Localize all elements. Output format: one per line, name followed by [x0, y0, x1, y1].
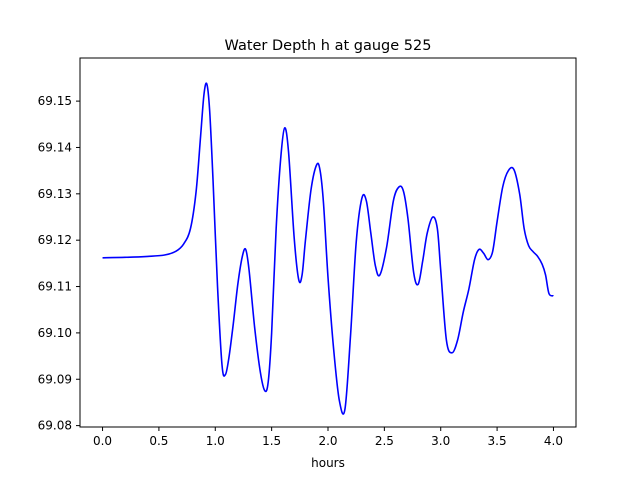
chart-title: Water Depth h at gauge 525: [225, 38, 432, 54]
y-tick-label: 69.10: [38, 326, 72, 340]
y-tick-label: 69.14: [38, 140, 72, 154]
y-tick-label: 69.12: [38, 233, 72, 247]
y-axis: 69.08 69.09 69.10 69.11 69.12 69.13 69.14 69.15: [38, 94, 80, 433]
y-tick-label: 69.11: [38, 280, 72, 294]
series-layer: [102, 82, 554, 415]
y-tick-label: 69.15: [38, 94, 72, 108]
x-axis: 0.0 0.5 1.0 1.5 2.0 2.5 3.0 3.5 4.0: [93, 427, 563, 448]
y-tick-label: 69.13: [38, 187, 72, 201]
y-tick-label: 69.09: [38, 372, 72, 386]
x-tick-label: 3.0: [431, 434, 450, 448]
x-tick-label: 2.5: [375, 434, 394, 448]
series-line-0: [102, 82, 554, 415]
plot-area: 0.0 0.5 1.0 1.5 2.0 2.5 3.0 3.5 4.0 69.0869.0969…: [38, 57, 577, 448]
y-tick-label: 69.08: [38, 419, 72, 433]
x-tick-label: 2.0: [318, 434, 337, 448]
x-tick-label: 0.5: [149, 434, 168, 448]
x-axis-label: hours: [311, 456, 345, 470]
x-tick-label: 4.0: [544, 434, 563, 448]
plot-frame: [79, 57, 577, 428]
x-tick-label: 1.5: [262, 434, 281, 448]
x-tick-label: 1.0: [206, 434, 225, 448]
x-tick-label: 3.5: [488, 434, 507, 448]
x-tick-label: 0.0: [93, 434, 112, 448]
